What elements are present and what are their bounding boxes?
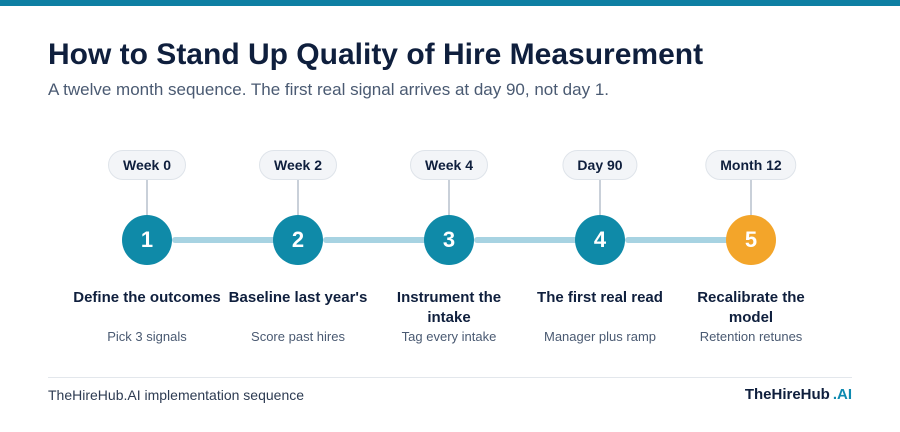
timing-stem xyxy=(750,180,752,215)
step-number-circle: 3 xyxy=(424,215,474,265)
step-number-circle: 2 xyxy=(273,215,323,265)
step-timing-pill: Week 0 xyxy=(108,150,186,180)
connector-3-4 xyxy=(474,237,580,243)
brand-logo: TheHireHub .AI xyxy=(745,386,852,403)
connector-4-5 xyxy=(625,237,731,243)
step-timing-pill: Month 12 xyxy=(705,150,797,180)
top-accent-bar xyxy=(0,0,900,6)
step-description: Score past hires xyxy=(251,329,345,344)
timing-stem xyxy=(599,180,601,215)
step-title: Instrument the intake xyxy=(396,289,502,326)
step-description: Pick 3 signals xyxy=(107,329,187,344)
step-title: The first real read xyxy=(537,289,663,306)
connector-2-3 xyxy=(323,237,429,243)
step-number-circle: 4 xyxy=(575,215,625,265)
step-description: Manager plus ramp xyxy=(544,329,656,344)
page-title: How to Stand Up Quality of Hire Measurem… xyxy=(48,38,704,71)
connector-1-2 xyxy=(172,237,278,243)
footer-divider xyxy=(48,377,852,378)
step-description: Tag every intake xyxy=(401,329,497,344)
step-timing-pill: Week 4 xyxy=(410,150,488,180)
step-timing-pill: Day 90 xyxy=(562,150,638,180)
step-number-circle: 1 xyxy=(122,215,172,265)
page-subtitle: A twelve month sequence. The first real … xyxy=(48,80,609,99)
timing-stem xyxy=(297,180,299,215)
timing-stem xyxy=(448,180,450,215)
timing-stem xyxy=(146,180,148,215)
step-number-circle-highlighted: 5 xyxy=(726,215,776,265)
step-description: Retention retunes xyxy=(699,329,803,344)
step-title: Baseline last year's xyxy=(228,289,368,306)
step-title: Recalibrate the model xyxy=(697,289,805,326)
step-timing-pill: Week 2 xyxy=(259,150,337,180)
step-title: Define the outcomes xyxy=(73,289,221,306)
brand-name: TheHireHub xyxy=(744,386,830,403)
footer-caption: TheHireHub.AI implementation sequence xyxy=(48,387,305,403)
brand-suffix: .AI xyxy=(832,386,852,403)
